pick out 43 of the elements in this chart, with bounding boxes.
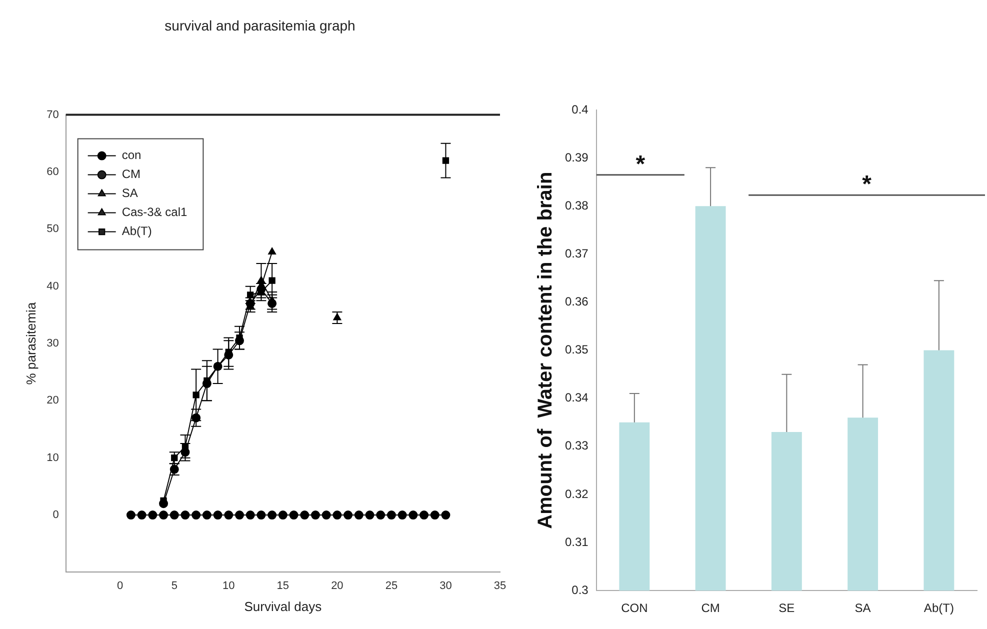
y-tick-label: 0 (52, 509, 59, 522)
legend-label: CM (122, 167, 141, 182)
y-tick-label: 70 (46, 108, 59, 121)
y-tick-label: 30 (46, 338, 59, 350)
y-tick-label: 0.4 (572, 102, 589, 116)
x-tick-label: Ab(T) (924, 601, 954, 616)
y-tick-label: 0.32 (564, 486, 589, 501)
y-tick-label: 0.38 (564, 198, 589, 212)
y-tick-label: 0.37 (564, 246, 589, 260)
x-tick-label: CON (621, 601, 648, 616)
y-tick-label: 0.3 (572, 582, 589, 597)
x-tick-label: 0 (117, 580, 124, 592)
x-tick-label: 15 (276, 580, 290, 592)
y-tick-label: 10 (46, 452, 59, 464)
legend-label: Ab(T) (122, 224, 152, 238)
annotation: * (636, 150, 646, 178)
y-tick-label: 0.35 (564, 342, 589, 357)
y-axis-title: Amount of Water content in the brain (534, 172, 557, 529)
annotation: * (862, 171, 872, 198)
x-tick-label: 10 (222, 580, 235, 592)
x-tick-label: 35 (494, 580, 506, 592)
x-axis-title: Survival days (244, 598, 322, 614)
x-tick-label: SA (854, 601, 871, 616)
chart-title: survival and parasitemia graph (164, 17, 356, 34)
legend-label: con (122, 148, 142, 162)
y-tick-label: 0.34 (564, 390, 589, 405)
y-tick-label: 50 (46, 223, 59, 236)
y-tick-label: 0.39 (564, 150, 589, 164)
y-tick-label: 0.33 (564, 438, 589, 453)
x-tick-label: SE (778, 601, 795, 616)
y-axis-title: % parasitemia (23, 302, 38, 385)
x-tick-label: 30 (440, 580, 452, 592)
y-tick-label: 0.31 (564, 534, 589, 549)
legend-label: Cas-3& cal1 (122, 205, 188, 220)
x-tick-label: 5 (171, 580, 178, 592)
y-tick-label: 0.36 (564, 294, 589, 309)
legend-label: SA (122, 186, 138, 200)
y-tick-label: 20 (46, 394, 59, 407)
x-tick-label: 20 (331, 580, 344, 592)
x-tick-label: CM (701, 601, 720, 616)
y-tick-label: 40 (46, 280, 59, 292)
x-tick-label: 25 (385, 580, 398, 592)
y-tick-label: 60 (46, 166, 59, 178)
